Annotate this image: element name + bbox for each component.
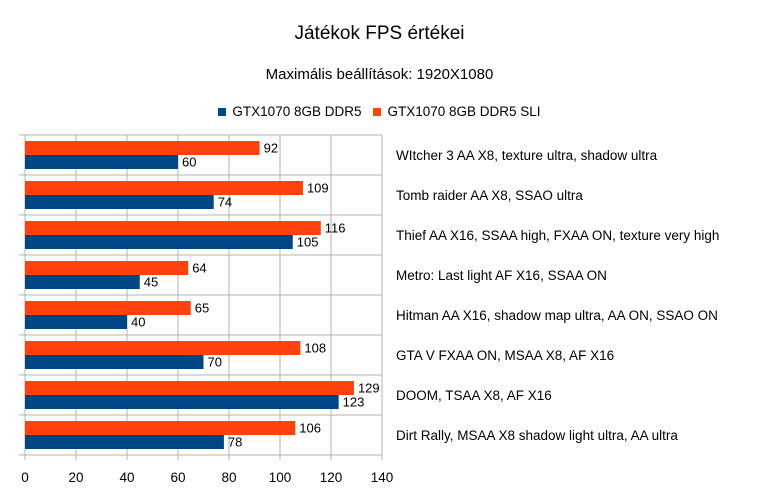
data-label-base-4: 40 xyxy=(131,315,145,330)
legend-label-series-2: GTX1070 8GB DDR5 SLI xyxy=(387,104,541,119)
bar-base-2 xyxy=(25,235,293,249)
x-tick-label-3: 60 xyxy=(170,470,185,485)
data-label-base-1: 74 xyxy=(218,195,232,210)
data-label-base-5: 70 xyxy=(208,355,222,370)
bar-base-0 xyxy=(25,155,178,169)
chart-subtitle: Maximális beállítások: 1920X1080 xyxy=(265,66,494,83)
category-label-4: Hitman AA X16, shadow map ultra, AA ON, … xyxy=(396,308,718,323)
x-tick-label-4: 80 xyxy=(221,470,236,485)
category-label-5: GTA V FXAA ON, MSAA X8, AF X16 xyxy=(396,348,614,363)
bar-sli-7 xyxy=(25,421,296,435)
data-label-base-3: 45 xyxy=(144,275,158,290)
x-tick-label-7: 140 xyxy=(371,470,394,485)
data-label-sli-5: 108 xyxy=(304,341,326,356)
bar-base-7 xyxy=(25,435,224,449)
legend-swatch-series-1 xyxy=(218,108,227,116)
bar-base-4 xyxy=(25,315,127,329)
bar-sli-3 xyxy=(25,261,189,275)
category-label-7: Dirt Rally, MSAA X8 shadow light ultra, … xyxy=(396,428,678,443)
data-label-sli-7: 106 xyxy=(299,421,321,436)
legend-swatch-series-2 xyxy=(373,108,382,116)
bar-base-3 xyxy=(25,275,140,289)
chart-title: Játékok FPS értékei xyxy=(294,23,465,44)
x-tick-label-2: 40 xyxy=(119,470,134,485)
bar-base-1 xyxy=(25,195,214,209)
bar-base-6 xyxy=(25,395,339,409)
legend-item-series-1: GTX1070 8GB DDR5 xyxy=(218,104,361,120)
data-label-sli-1: 109 xyxy=(307,181,329,196)
legend-label-series-1: GTX1070 8GB DDR5 xyxy=(232,104,362,119)
x-tick-label-5: 100 xyxy=(269,470,292,485)
bar-base-5 xyxy=(25,355,204,369)
category-label-3: Metro: Last light AF X16, SSAA ON xyxy=(396,268,607,283)
chart-legend: GTX1070 8GB DDR5 GTX1070 8GB DDR5 SLI xyxy=(0,104,759,120)
bar-sli-4 xyxy=(25,301,191,315)
bar-sli-1 xyxy=(25,181,303,195)
data-label-sli-2: 116 xyxy=(325,221,346,236)
data-label-sli-3: 64 xyxy=(192,261,206,276)
bar-sli-5 xyxy=(25,341,301,355)
bar-sli-6 xyxy=(25,381,354,395)
x-tick-label-6: 120 xyxy=(320,470,343,485)
category-label-1: Tomb raider AA X8, SSAO ultra xyxy=(396,188,583,203)
data-label-base-0: 60 xyxy=(182,155,196,170)
bar-sli-2 xyxy=(25,221,321,235)
legend-item-series-2: GTX1070 8GB DDR5 SLI xyxy=(373,104,541,120)
data-label-sli-0: 92 xyxy=(264,141,278,156)
category-label-6: DOOM, TSAA X8, AF X16 xyxy=(396,388,552,403)
x-tick-label-0: 0 xyxy=(21,470,29,485)
data-label-base-2: 105 xyxy=(297,235,319,250)
data-label-base-6: 123 xyxy=(343,395,365,410)
data-label-sli-6: 129 xyxy=(358,381,380,396)
x-tick-label-1: 20 xyxy=(68,470,83,485)
category-label-2: Thief AA X16, SSAA high, FXAA ON, textur… xyxy=(396,228,719,243)
category-label-0: WItcher 3 AA X8, texture ultra, shadow u… xyxy=(396,148,658,163)
data-label-sli-4: 65 xyxy=(195,301,209,316)
bar-sli-0 xyxy=(25,141,260,155)
data-label-base-7: 78 xyxy=(228,435,242,450)
